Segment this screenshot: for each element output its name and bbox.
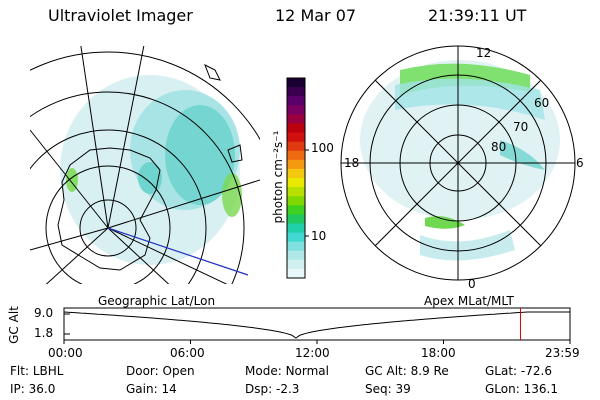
status-gc-alt: GC Alt: 8.9 Re: [365, 364, 449, 378]
colorbar-swatch: [287, 250, 305, 261]
colorbar-swatch: [287, 268, 305, 279]
colorbar-swatch: [287, 114, 305, 124]
altitude-trace: [63, 311, 570, 339]
colorbar-swatch: [287, 223, 305, 234]
status-seq: Seq: 39: [365, 382, 411, 396]
mlt-label-12: 12: [476, 46, 492, 60]
status-glat: GLat: -72.6: [485, 364, 552, 378]
colorbar-swatch: [287, 187, 305, 197]
colorbar-swatch: [287, 159, 305, 170]
emission-green-edge: [222, 173, 242, 217]
colorbar-swatch: [287, 78, 305, 88]
status-glon: GLon: 136.1: [485, 382, 558, 396]
colorbar-swatch: [287, 196, 305, 206]
mlt-label-6: 6: [576, 156, 584, 170]
status-mode: Mode: Normal: [245, 364, 329, 378]
colorbar-swatch: [287, 87, 305, 97]
colorbar-swatch: [287, 141, 305, 152]
colorbar: [287, 78, 309, 279]
mlat-label-70: 70: [513, 120, 529, 134]
colorbar-swatch: [287, 214, 305, 224]
emission-core: [165, 105, 235, 205]
colorbar-swatch: [287, 205, 305, 215]
colorbar-tick-100: 100: [311, 141, 334, 155]
colorbar-swatch: [287, 241, 305, 252]
altitude-plot: [63, 307, 571, 344]
colorbar-swatch: [287, 259, 305, 270]
time-label: 21:39:11 UT: [428, 6, 527, 25]
date-label: 12 Mar 07: [275, 6, 357, 25]
emission-green-spot: [425, 216, 465, 229]
mlat-label-60: 60: [534, 96, 550, 110]
colorbar-swatch: [287, 168, 305, 179]
xtick-4: 23:59: [545, 346, 580, 360]
geographic-map: [30, 46, 260, 284]
colorbar-swatch: [287, 150, 305, 161]
colorbar-swatch: [287, 232, 305, 243]
apex-caption: Apex MLat/MLT: [424, 294, 514, 308]
xtick-3: 18:00: [421, 346, 456, 360]
status-ip: IP: 36.0: [10, 382, 56, 396]
status-flt: Flt: LBHL: [10, 364, 64, 378]
status-gain: Gain: 14: [126, 382, 177, 396]
colorbar-swatch: [287, 123, 305, 134]
xtick-2: 12:00: [295, 346, 330, 360]
altitude-axis-label: GC Alt: [7, 306, 21, 344]
xtick-0: 00:00: [48, 346, 83, 360]
altitude-ytick-high: 9.0: [34, 306, 54, 320]
xtick-1: 06:00: [170, 346, 205, 360]
instrument-title: Ultraviolet Imager: [48, 6, 193, 25]
satellite-track: [107, 227, 249, 276]
status-dsp: Dsp: -2.3: [245, 382, 300, 396]
colorbar-swatch: [287, 96, 305, 106]
altitude-ytick-low: 1.8: [34, 326, 54, 340]
geographic-caption: Geographic Lat/Lon: [98, 294, 216, 308]
colorbar-unit-label: photon cm⁻²s⁻¹: [271, 130, 285, 224]
colorbar-swatch: [287, 132, 305, 143]
colorbar-swatch: [287, 178, 305, 188]
apex-polar-plot: [340, 45, 576, 281]
mlat-label-80: 80: [491, 140, 507, 154]
mlt-label-0: 0: [468, 277, 476, 291]
colorbar-tick-10: 10: [311, 229, 327, 243]
coastline: [57, 147, 161, 271]
mlt-label-18: 18: [344, 156, 360, 170]
status-door: Door: Open: [126, 364, 195, 378]
colorbar-swatch: [287, 105, 305, 115]
